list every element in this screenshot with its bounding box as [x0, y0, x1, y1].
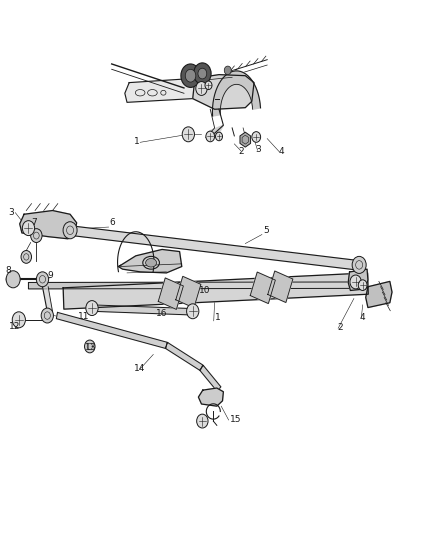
Text: 1: 1: [134, 137, 139, 146]
Text: 9: 9: [47, 271, 53, 280]
Circle shape: [252, 132, 261, 142]
Circle shape: [41, 308, 53, 323]
Ellipse shape: [6, 275, 20, 284]
Circle shape: [205, 81, 212, 90]
Polygon shape: [268, 271, 293, 303]
Circle shape: [6, 271, 20, 288]
Circle shape: [12, 312, 25, 328]
Text: 13: 13: [85, 343, 97, 352]
Text: 10: 10: [199, 286, 211, 295]
Polygon shape: [158, 278, 184, 310]
Polygon shape: [250, 272, 276, 304]
Text: 16: 16: [155, 309, 167, 318]
Circle shape: [181, 64, 200, 87]
Circle shape: [86, 301, 98, 316]
Circle shape: [196, 82, 207, 95]
Polygon shape: [193, 75, 254, 109]
Circle shape: [350, 275, 361, 289]
Polygon shape: [212, 71, 261, 116]
Text: 4: 4: [360, 313, 366, 322]
Text: 4: 4: [278, 147, 284, 156]
Text: 3: 3: [255, 145, 261, 154]
Circle shape: [21, 251, 32, 263]
Circle shape: [36, 272, 49, 287]
Polygon shape: [366, 281, 392, 308]
Polygon shape: [20, 211, 77, 239]
Text: 2: 2: [239, 147, 244, 156]
Polygon shape: [63, 273, 368, 309]
Polygon shape: [92, 305, 193, 315]
Circle shape: [182, 127, 194, 142]
Polygon shape: [176, 276, 201, 308]
Text: 7: 7: [32, 219, 37, 228]
Polygon shape: [67, 225, 360, 270]
Circle shape: [185, 69, 196, 82]
Circle shape: [187, 304, 199, 319]
Circle shape: [358, 280, 367, 290]
Circle shape: [85, 340, 95, 353]
Polygon shape: [42, 287, 53, 312]
Text: 8: 8: [5, 266, 11, 275]
Polygon shape: [118, 249, 182, 273]
Text: 6: 6: [110, 219, 115, 228]
Circle shape: [22, 221, 35, 236]
Polygon shape: [165, 343, 203, 370]
Circle shape: [198, 68, 207, 79]
Text: 2: 2: [337, 324, 343, 333]
Polygon shape: [200, 366, 221, 391]
Polygon shape: [240, 132, 251, 147]
Polygon shape: [57, 312, 167, 349]
Circle shape: [194, 63, 211, 84]
Circle shape: [25, 224, 32, 232]
Text: 14: 14: [134, 364, 145, 373]
Polygon shape: [198, 388, 223, 406]
Polygon shape: [348, 269, 368, 290]
Polygon shape: [125, 78, 219, 102]
Text: 1: 1: [215, 313, 220, 322]
Circle shape: [224, 66, 231, 75]
Circle shape: [215, 132, 223, 141]
Text: 5: 5: [263, 227, 268, 236]
Circle shape: [197, 414, 208, 428]
Text: 3: 3: [9, 208, 14, 217]
Circle shape: [206, 131, 215, 142]
Circle shape: [63, 222, 77, 239]
Text: 11: 11: [78, 312, 89, 321]
Ellipse shape: [145, 259, 156, 267]
Polygon shape: [28, 282, 366, 289]
Polygon shape: [206, 125, 223, 138]
Text: 15: 15: [230, 415, 241, 424]
Text: 12: 12: [9, 322, 20, 332]
Circle shape: [352, 256, 366, 273]
Circle shape: [31, 229, 42, 243]
